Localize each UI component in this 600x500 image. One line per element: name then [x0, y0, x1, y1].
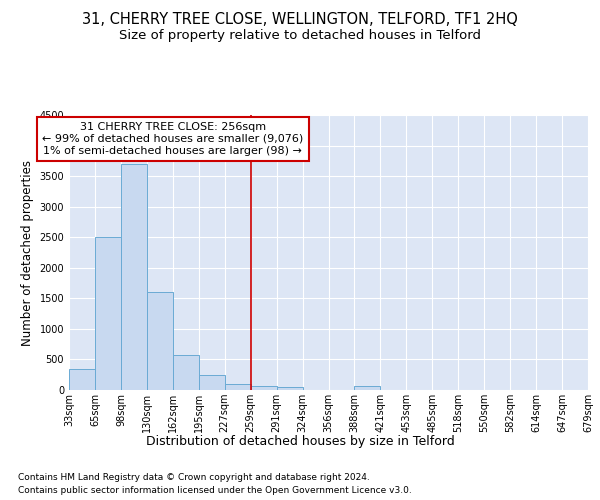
Bar [173, 354, 199, 390]
Bar [199, 376, 224, 390]
Bar [95, 237, 121, 390]
Bar [147, 292, 173, 390]
Text: 31, CHERRY TREE CLOSE, WELLINGTON, TELFORD, TF1 2HQ: 31, CHERRY TREE CLOSE, WELLINGTON, TELFO… [82, 12, 518, 28]
Y-axis label: Number of detached properties: Number of detached properties [21, 160, 34, 346]
Bar [277, 386, 302, 390]
Bar [355, 386, 380, 390]
Bar [251, 386, 277, 390]
Text: Distribution of detached houses by size in Telford: Distribution of detached houses by size … [146, 435, 454, 448]
Bar [121, 164, 147, 390]
Text: Contains public sector information licensed under the Open Government Licence v3: Contains public sector information licen… [18, 486, 412, 495]
Text: 31 CHERRY TREE CLOSE: 256sqm
← 99% of detached houses are smaller (9,076)
1% of : 31 CHERRY TREE CLOSE: 256sqm ← 99% of de… [42, 122, 304, 156]
Text: Contains HM Land Registry data © Crown copyright and database right 2024.: Contains HM Land Registry data © Crown c… [18, 472, 370, 482]
Bar [225, 384, 251, 390]
Bar [69, 368, 95, 390]
Text: Size of property relative to detached houses in Telford: Size of property relative to detached ho… [119, 29, 481, 42]
